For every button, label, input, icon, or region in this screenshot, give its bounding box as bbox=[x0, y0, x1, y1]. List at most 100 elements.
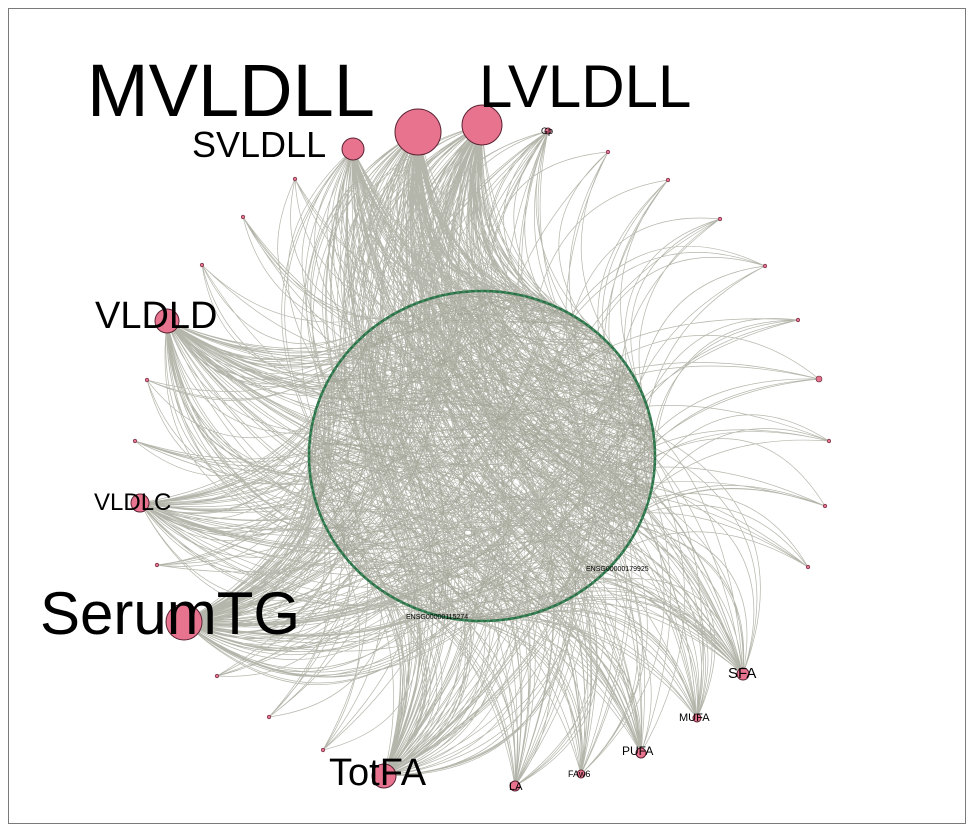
gene-node bbox=[648, 494, 652, 498]
node-mufa bbox=[692, 713, 702, 723]
gene-node bbox=[394, 311, 397, 315]
gene-node bbox=[348, 560, 351, 564]
minor-node bbox=[154, 562, 160, 568]
gene-node bbox=[516, 293, 520, 296]
gene-node bbox=[312, 494, 316, 498]
gene-node bbox=[653, 460, 657, 464]
gene-node bbox=[360, 573, 364, 577]
gene-node bbox=[638, 387, 642, 391]
gene-node bbox=[388, 314, 392, 318]
gene-node bbox=[330, 537, 334, 540]
gene-node bbox=[310, 425, 313, 429]
gene-node bbox=[327, 532, 331, 535]
gene-node bbox=[596, 577, 600, 580]
gene-node bbox=[327, 377, 331, 380]
gene-node bbox=[312, 414, 316, 418]
minor-node bbox=[320, 747, 326, 753]
gene-edges bbox=[308, 289, 657, 622]
node-totfa bbox=[371, 763, 397, 789]
node-vldld bbox=[154, 308, 180, 334]
gene-node bbox=[337, 546, 340, 550]
gene-node bbox=[651, 425, 654, 429]
trait-nodes bbox=[130, 104, 750, 792]
gene-label: ENSG00000179925 bbox=[586, 566, 649, 573]
gene-node bbox=[539, 299, 543, 303]
gene-node bbox=[421, 299, 425, 303]
gene-chord-bundle bbox=[308, 289, 657, 622]
gene-node bbox=[322, 521, 326, 525]
gene-node bbox=[636, 382, 639, 386]
gene-node bbox=[450, 617, 454, 620]
gene-node bbox=[516, 616, 520, 619]
gene-node bbox=[591, 328, 595, 331]
gene-node bbox=[394, 597, 397, 601]
gene-node bbox=[310, 483, 313, 487]
gene-node bbox=[577, 591, 581, 595]
gene-node bbox=[510, 292, 514, 295]
gene-node bbox=[308, 466, 311, 469]
trait-labels: MVLDLL LVLDLL SVLDLL Gp VLDLD VLDLC Seru… bbox=[40, 49, 756, 794]
gene-node bbox=[504, 291, 508, 294]
gene-node bbox=[316, 403, 319, 407]
node-pufa bbox=[635, 747, 647, 759]
gene-node bbox=[646, 409, 650, 412]
gene-node bbox=[307, 448, 311, 452]
gene-labels: ENSG00000115274 ENSG00000179925 bbox=[406, 566, 649, 621]
gene-node bbox=[591, 581, 595, 584]
minor-node bbox=[144, 377, 150, 383]
gene-node bbox=[630, 537, 634, 540]
gene-node bbox=[653, 448, 657, 452]
gene-node bbox=[633, 377, 637, 380]
gene-node bbox=[605, 569, 608, 572]
gene-node bbox=[314, 500, 318, 503]
gene-node bbox=[444, 293, 448, 296]
gene-node bbox=[333, 367, 337, 370]
gene-node bbox=[539, 609, 543, 613]
gene-node bbox=[498, 618, 502, 622]
gene-node bbox=[643, 511, 646, 514]
label-totfa: TotFA bbox=[329, 752, 427, 794]
node-sfa bbox=[736, 667, 750, 681]
gene-node bbox=[620, 551, 624, 555]
gene-node bbox=[651, 483, 654, 487]
gene-node bbox=[545, 607, 549, 611]
gene-node bbox=[556, 602, 560, 606]
gene-node bbox=[616, 353, 620, 356]
gene-node bbox=[528, 296, 532, 299]
gene-node bbox=[364, 577, 368, 580]
gene-node bbox=[383, 317, 387, 321]
minor-node bbox=[822, 503, 828, 509]
gene-node bbox=[325, 382, 328, 386]
node-vldlc bbox=[130, 493, 150, 513]
label-la: LA bbox=[509, 781, 523, 793]
gene-node bbox=[383, 591, 387, 595]
minor-node bbox=[240, 214, 246, 220]
gene-node bbox=[308, 437, 312, 441]
gene-node bbox=[399, 308, 403, 312]
gene-node bbox=[653, 443, 656, 446]
edge-bundle bbox=[134, 124, 830, 787]
gene-node bbox=[653, 466, 656, 469]
gene-node bbox=[636, 526, 639, 530]
gene-node bbox=[561, 600, 565, 604]
gene-node bbox=[567, 311, 570, 315]
gene-node bbox=[314, 409, 318, 412]
gene-node bbox=[528, 613, 532, 616]
gene-node bbox=[320, 392, 323, 396]
node-lvldll bbox=[461, 104, 503, 146]
gene-node bbox=[652, 437, 656, 441]
gene-label: ENSG00000115274 bbox=[406, 614, 468, 621]
gene-node bbox=[399, 600, 403, 604]
gene-node bbox=[309, 431, 313, 435]
minor-node bbox=[826, 438, 832, 444]
gene-node bbox=[369, 328, 373, 331]
gene-node bbox=[480, 619, 484, 623]
gene-node bbox=[410, 303, 413, 307]
gene-node bbox=[609, 565, 612, 568]
gene-node bbox=[582, 588, 586, 591]
gene-node bbox=[364, 332, 368, 335]
label-svldll: SVLDLL bbox=[192, 124, 326, 165]
label-gp: Gp bbox=[541, 126, 553, 136]
gene-node bbox=[616, 556, 620, 559]
